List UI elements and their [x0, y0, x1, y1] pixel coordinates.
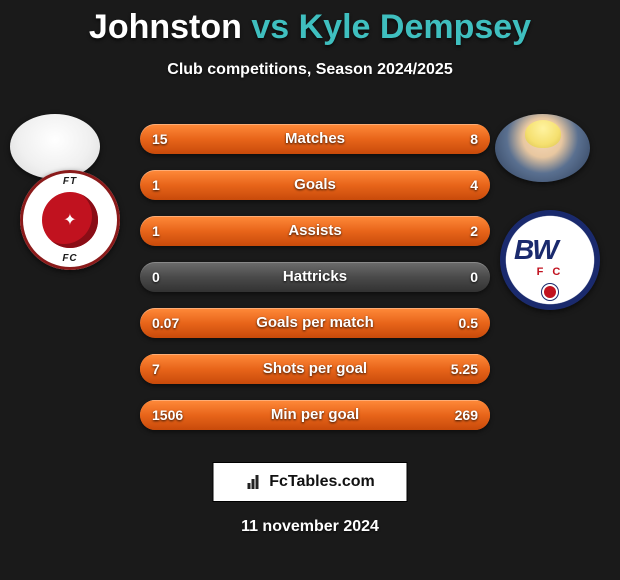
page-title: Johnston vs Kyle Dempsey	[0, 0, 620, 47]
bar-chart-icon	[245, 473, 263, 491]
stat-row: 158Matches	[140, 124, 490, 154]
club-left-initials-bottom: FC	[20, 253, 120, 264]
title-player2: Kyle Dempsey	[299, 8, 531, 46]
club-right-initials: BW	[514, 234, 557, 266]
player1-photo	[10, 114, 100, 179]
stat-label: Matches	[140, 124, 490, 154]
date-label: 11 november 2024	[0, 518, 620, 536]
title-vs: vs	[251, 8, 289, 46]
club-badge-left: FT ✦ FC	[20, 170, 120, 270]
branding-text: FcTables.com	[269, 473, 375, 491]
branding-box: FcTables.com	[213, 462, 408, 502]
stat-row: 00Hattricks	[140, 262, 490, 292]
stat-label: Assists	[140, 216, 490, 246]
stat-label: Goals per match	[140, 308, 490, 338]
stat-row: 14Goals	[140, 170, 490, 200]
club-right-sub: F C	[500, 266, 600, 278]
stat-row: 1506269Min per goal	[140, 400, 490, 430]
player2-photo	[495, 114, 590, 182]
club-left-initials-top: FT	[20, 176, 120, 187]
stat-label: Hattricks	[140, 262, 490, 292]
stat-row: 75.25Shots per goal	[140, 354, 490, 384]
stat-label: Goals	[140, 170, 490, 200]
club-badge-right: BW F C	[500, 210, 600, 310]
title-player1: Johnston	[89, 8, 242, 46]
subtitle: Club competitions, Season 2024/2025	[0, 61, 620, 79]
stat-row: 0.070.5Goals per match	[140, 308, 490, 338]
comparison-stage: FT ✦ FC BW F C 158Matches 14Goals 12Assist…	[0, 110, 620, 450]
club-right-rose-icon	[544, 286, 556, 298]
stat-bars: 158Matches 14Goals 12Assists 00Hattricks 0.0…	[140, 124, 490, 446]
stat-label: Shots per goal	[140, 354, 490, 384]
club-left-icon: ✦	[63, 210, 76, 230]
stat-label: Min per goal	[140, 400, 490, 430]
stat-row: 12Assists	[140, 216, 490, 246]
